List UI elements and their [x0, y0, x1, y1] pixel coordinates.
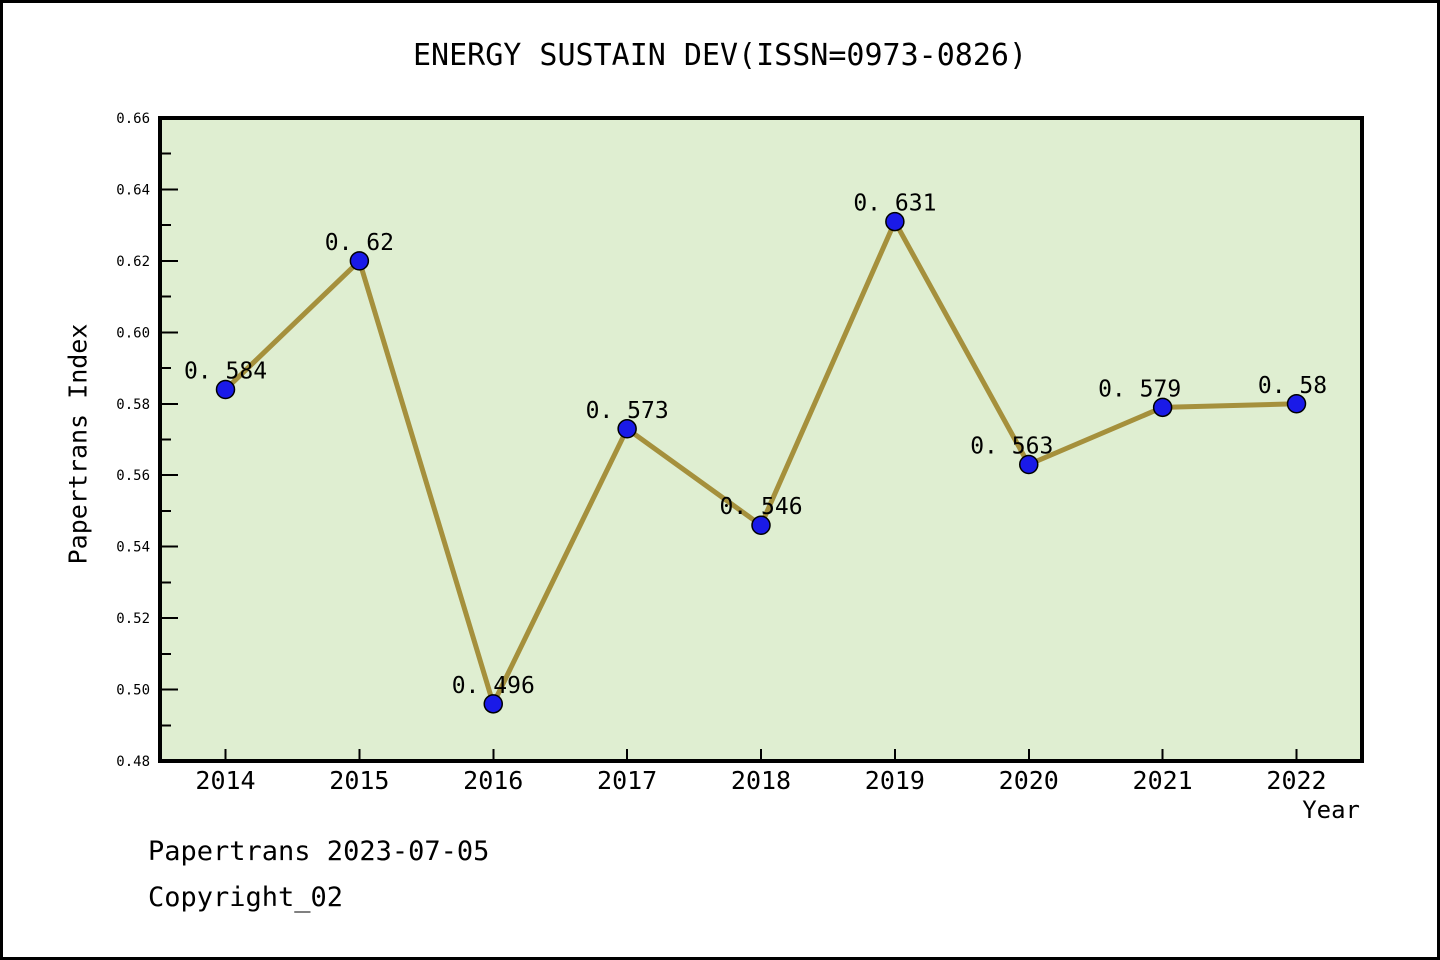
plot-background — [158, 116, 1364, 763]
watermark-copyright: Copyright_02 — [148, 882, 344, 913]
y-tick-label: 0.56 — [116, 468, 150, 484]
x-tick-label: 2022 — [1266, 766, 1326, 795]
y-tick-label: 0.50 — [116, 683, 150, 699]
data-point — [885, 211, 905, 232]
data-point — [483, 694, 503, 714]
data-point — [1019, 454, 1039, 475]
y-tick-label: 0.60 — [116, 325, 150, 341]
x-tick-label: 2016 — [463, 766, 523, 795]
y-tick-label: 0.48 — [116, 754, 150, 770]
data-point — [617, 419, 637, 439]
x-tick-label: 2018 — [731, 766, 791, 795]
data-point-label: 0. 573 — [586, 398, 669, 424]
data-point-label: 0. 579 — [1098, 376, 1181, 402]
data-point-label: 0. 496 — [452, 673, 535, 699]
y-tick-label: 0.58 — [116, 397, 150, 413]
y-tick-label: 0.54 — [116, 540, 150, 556]
y-tick-label: 0.52 — [116, 611, 150, 627]
data-point — [215, 379, 236, 400]
data-point-label: 0. 546 — [719, 494, 802, 520]
data-point — [349, 251, 370, 271]
data-point — [751, 515, 771, 535]
chart-title: ENERGY SUSTAIN DEV(ISSN=0973-0826) — [412, 38, 1028, 73]
data-point-label: 0. 631 — [853, 191, 936, 217]
watermark-date: Papertrans 2023-07-05 — [148, 836, 490, 867]
data-point-label: 0. 563 — [970, 434, 1053, 460]
x-tick-label: 2014 — [195, 766, 255, 795]
x-tick-label: 2021 — [1133, 766, 1193, 795]
x-tick-label: 2017 — [597, 766, 657, 795]
data-point — [1152, 397, 1173, 418]
x-tick-label: 2015 — [329, 766, 389, 795]
data-point-label: 0. 58 — [1258, 373, 1327, 399]
data-point-label: 0. 62 — [325, 230, 394, 256]
y-tick-label: 0.66 — [116, 111, 150, 127]
y-tick-label: 0.62 — [116, 254, 150, 270]
data-point-label: 0. 584 — [184, 358, 267, 384]
y-axis-title: Papertrans Index — [63, 323, 93, 565]
data-point — [1286, 394, 1307, 414]
x-axis-title: Year — [1302, 796, 1360, 824]
y-tick-label: 0.64 — [116, 182, 150, 198]
x-tick-label: 2020 — [999, 766, 1059, 795]
x-tick-label: 2019 — [865, 766, 925, 795]
